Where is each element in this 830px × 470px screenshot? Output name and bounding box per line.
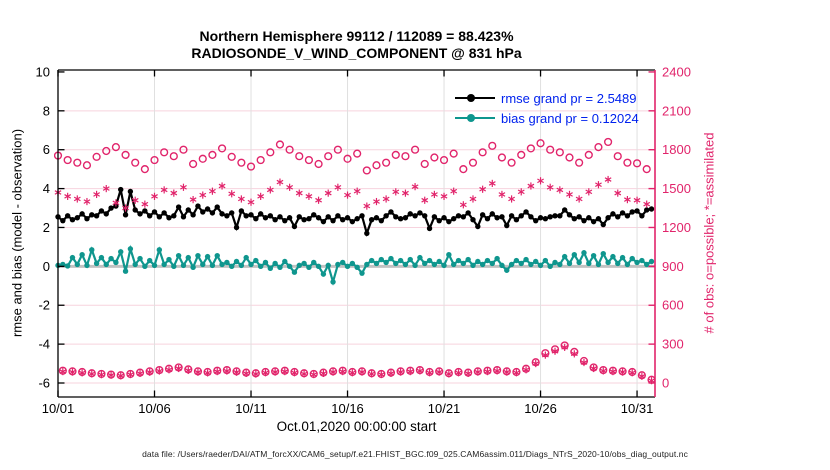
- tick-label: 900: [662, 259, 684, 274]
- tick-label: -6: [38, 376, 50, 391]
- tick-label: 1500: [662, 181, 691, 196]
- legend-item-rmse: rmse grand pr = 2.5489: [455, 88, 639, 108]
- chart-title: Northern Hemisphere 99112 / 112089 = 88.…: [199, 28, 514, 44]
- legend-rmse-line-sample: [455, 88, 495, 108]
- series-assimilated: [54, 175, 655, 385]
- tick-label: 1800: [662, 142, 691, 157]
- tick-label: 10/06: [138, 401, 171, 416]
- series-rmse: [55, 186, 655, 237]
- tick-label: 10/21: [428, 401, 461, 416]
- x-axis-label: Oct.01,2020 00:00:00 start: [276, 419, 437, 434]
- tick-label: 8: [43, 103, 50, 118]
- legend-item-bias: bias grand pr = 0.12024: [455, 108, 639, 128]
- chart-subtitle: RADIOSONDE_V_WIND_COMPONENT @ 831 hPa: [191, 45, 522, 61]
- tick-label: 6: [43, 142, 50, 157]
- axis-ticks-and-labels: 10 8 6 4 2 0 -2 -4 -6 2400 2100 1800 1500 1200 900 600 3…: [36, 64, 691, 416]
- tick-label: 10/16: [331, 401, 364, 416]
- series-group: [54, 137, 656, 385]
- tick-label: 0: [43, 259, 50, 274]
- series-possible: [54, 137, 656, 384]
- tick-label: 2: [43, 220, 50, 235]
- chart-legend: rmse grand pr = 2.5489 bias grand pr = 0…: [455, 88, 639, 128]
- tick-label: 10/11: [235, 401, 267, 416]
- tick-label: -4: [38, 337, 50, 352]
- axes-spines: [57, 69, 656, 398]
- tick-label: 600: [662, 298, 684, 313]
- datafile-path: data file: /Users/raeder/DAI/ATM_forcXX/…: [142, 449, 688, 459]
- tick-label: -2: [38, 298, 50, 313]
- legend-bias-label: bias grand pr = 0.12024: [501, 110, 639, 126]
- legend-rmse-label: rmse grand pr = 2.5489: [501, 90, 637, 106]
- tick-label: 4: [43, 181, 50, 196]
- tick-label: 300: [662, 337, 684, 352]
- tick-label: 2100: [662, 103, 691, 118]
- right-y-axis-label: # of obs: o=possible; *=assimilated: [701, 132, 717, 334]
- tick-label: 10: [36, 64, 50, 79]
- left-y-axis-label: rmse and bias (model - observation): [9, 128, 25, 338]
- tick-label: 0: [662, 376, 669, 391]
- tick-label: 2400: [662, 64, 691, 79]
- tick-label: 10/01: [42, 401, 75, 416]
- tick-label: 10/31: [621, 401, 654, 416]
- tick-label: 10/26: [524, 401, 557, 416]
- legend-bias-line-sample: [455, 108, 495, 128]
- series-bias: [55, 244, 655, 286]
- tick-label: 1200: [662, 220, 691, 235]
